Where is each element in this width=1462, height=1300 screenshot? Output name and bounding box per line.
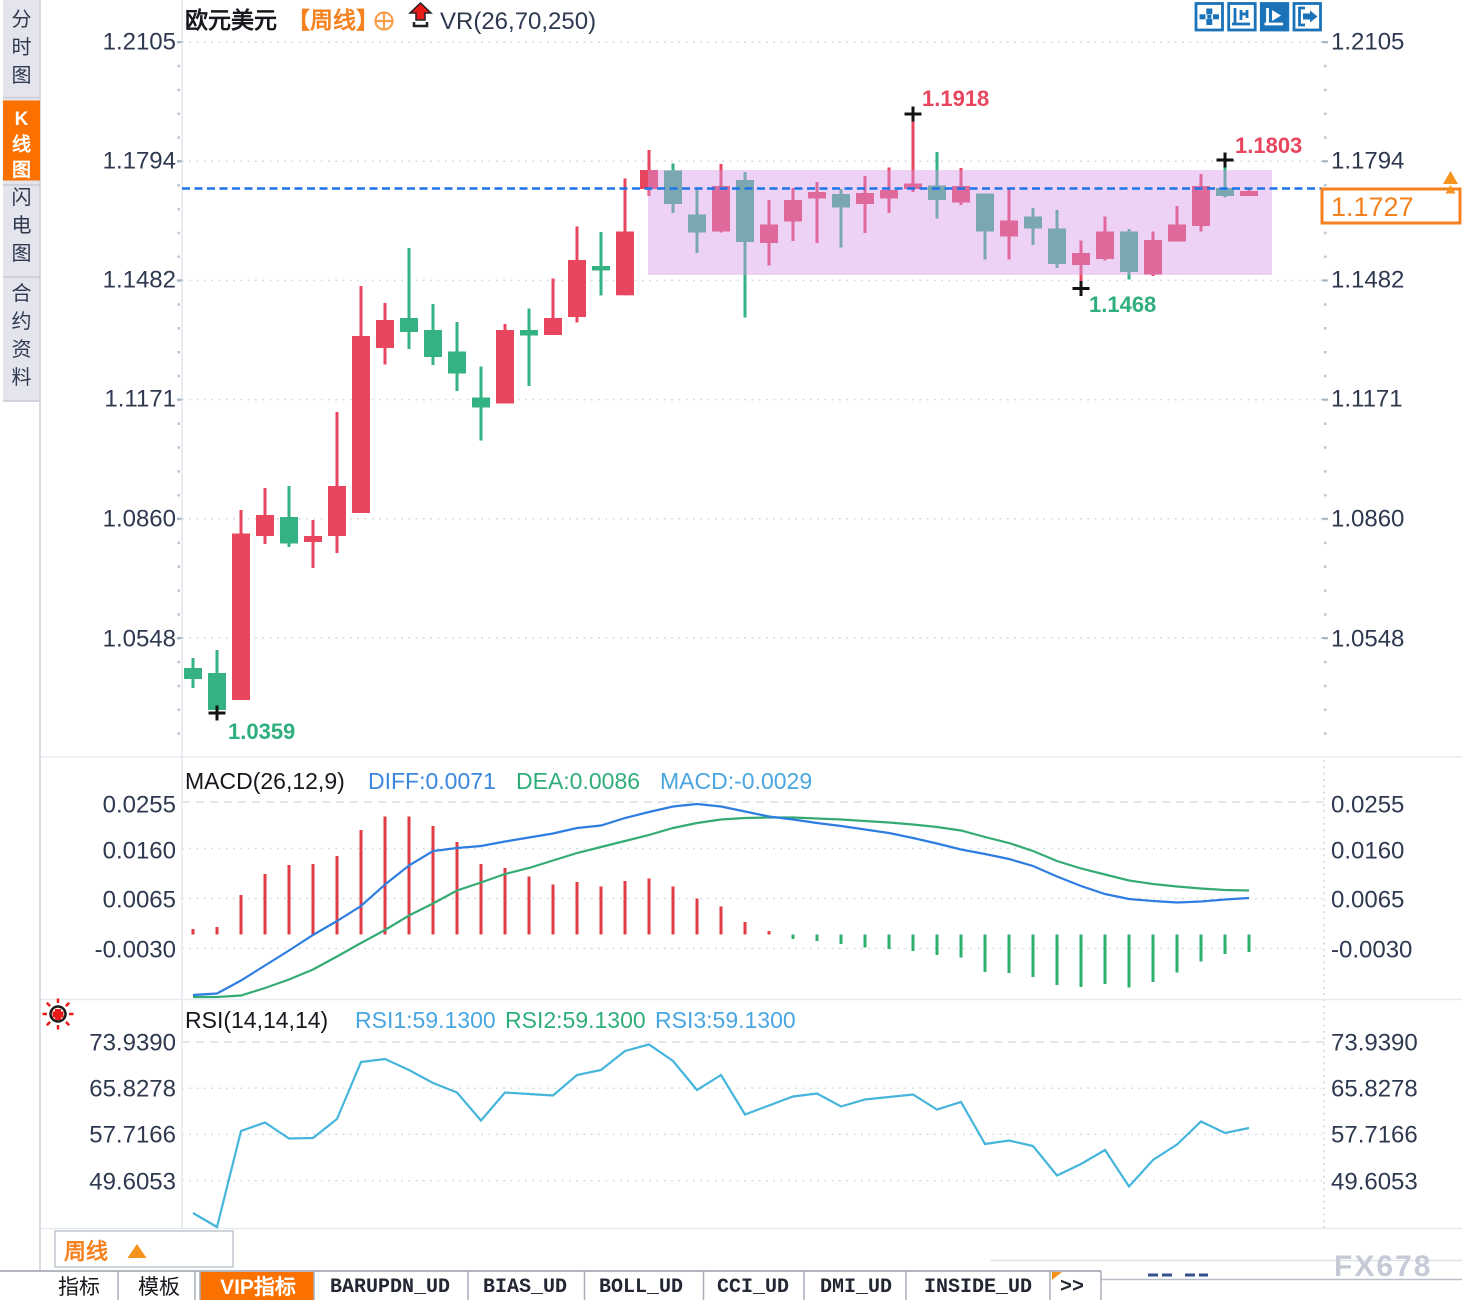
svg-text:图: 图 (12, 65, 32, 87)
svg-text:VR(26,70,250): VR(26,70,250) (440, 8, 596, 35)
svg-text:BIAS_UD: BIAS_UD (483, 1276, 567, 1299)
svg-text:0.0160: 0.0160 (103, 838, 176, 865)
svg-text:INSIDE_UD: INSIDE_UD (924, 1276, 1032, 1299)
svg-text:-0.0030: -0.0030 (1331, 937, 1412, 964)
svg-text:DEA:0.0086: DEA:0.0086 (516, 768, 640, 794)
svg-text:FX678: FX678 (1334, 1250, 1432, 1283)
svg-text:电: 电 (12, 214, 32, 237)
svg-text:周线: 周线 (64, 1239, 108, 1264)
svg-text:DIFF:0.0071: DIFF:0.0071 (368, 768, 496, 794)
svg-text:1.0359: 1.0359 (228, 719, 295, 744)
svg-text:0.0255: 0.0255 (1331, 792, 1404, 819)
svg-text:1.1794: 1.1794 (1331, 148, 1404, 175)
svg-text:49.6053: 49.6053 (89, 1169, 176, 1196)
svg-text:1.1468: 1.1468 (1089, 292, 1156, 317)
svg-text:1.0548: 1.0548 (1331, 626, 1404, 653)
svg-text:49.6053: 49.6053 (1331, 1169, 1418, 1196)
svg-text:1.0860: 1.0860 (103, 506, 176, 533)
svg-text:>>: >> (1060, 1276, 1084, 1299)
svg-text:DMI_UD: DMI_UD (820, 1276, 892, 1299)
svg-text:欧元美元: 欧元美元 (185, 7, 277, 33)
svg-text:0.0255: 0.0255 (103, 792, 176, 819)
svg-text:BARUPDN_UD: BARUPDN_UD (330, 1276, 450, 1299)
svg-text:1.1482: 1.1482 (1331, 267, 1404, 294)
svg-text:分: 分 (12, 8, 32, 31)
svg-text:BOLL_UD: BOLL_UD (599, 1276, 683, 1299)
svg-text:图: 图 (12, 243, 32, 265)
svg-text:1.1482: 1.1482 (103, 267, 176, 294)
svg-text:约: 约 (12, 310, 32, 333)
svg-text:CCI_UD: CCI_UD (717, 1276, 789, 1299)
svg-text:MACD:-0.0029: MACD:-0.0029 (660, 768, 812, 794)
svg-text:1.1794: 1.1794 (103, 148, 176, 175)
svg-text:【周线】: 【周线】 (287, 7, 379, 33)
svg-text:1.2105: 1.2105 (103, 29, 176, 56)
svg-text:1.1727: 1.1727 (1331, 192, 1414, 222)
svg-text:65.8278: 65.8278 (89, 1076, 176, 1103)
svg-text:RSI2:59.1300: RSI2:59.1300 (505, 1007, 646, 1033)
svg-text:1.0860: 1.0860 (1331, 506, 1404, 533)
svg-text:1.0548: 1.0548 (103, 626, 176, 653)
svg-text:0.0065: 0.0065 (103, 887, 176, 914)
svg-text:1.1803: 1.1803 (1235, 133, 1302, 158)
svg-text:模板: 模板 (138, 1276, 180, 1299)
svg-text:线: 线 (12, 133, 31, 156)
svg-text:-0.0030: -0.0030 (95, 937, 176, 964)
svg-text:闪: 闪 (12, 186, 32, 209)
svg-text:57.7166: 57.7166 (1331, 1122, 1418, 1149)
svg-text:73.9390: 73.9390 (89, 1030, 176, 1057)
svg-text:1.1171: 1.1171 (1331, 386, 1403, 413)
svg-text:1.1171: 1.1171 (104, 386, 176, 413)
svg-text:RSI3:59.1300: RSI3:59.1300 (655, 1007, 796, 1033)
svg-text:1.2105: 1.2105 (1331, 29, 1404, 56)
svg-text:指标: 指标 (58, 1276, 100, 1299)
svg-text:RSI(14,14,14): RSI(14,14,14) (185, 1007, 328, 1033)
svg-text:MACD(26,12,9): MACD(26,12,9) (185, 768, 345, 794)
svg-text:VIP指标: VIP指标 (220, 1275, 296, 1299)
svg-text:65.8278: 65.8278 (1331, 1076, 1418, 1103)
svg-text:73.9390: 73.9390 (1331, 1030, 1418, 1057)
svg-text:K: K (15, 109, 29, 130)
svg-text:图: 图 (12, 159, 31, 181)
svg-text:1.1918: 1.1918 (922, 86, 989, 111)
svg-text:0.0160: 0.0160 (1331, 838, 1404, 865)
svg-text:料: 料 (12, 366, 32, 389)
svg-text:时: 时 (12, 36, 32, 59)
svg-text:57.7166: 57.7166 (89, 1122, 176, 1149)
svg-text:0.0065: 0.0065 (1331, 887, 1404, 914)
svg-text:合: 合 (12, 282, 32, 305)
svg-text:资: 资 (12, 338, 32, 361)
svg-text:RSI1:59.1300: RSI1:59.1300 (355, 1007, 496, 1033)
